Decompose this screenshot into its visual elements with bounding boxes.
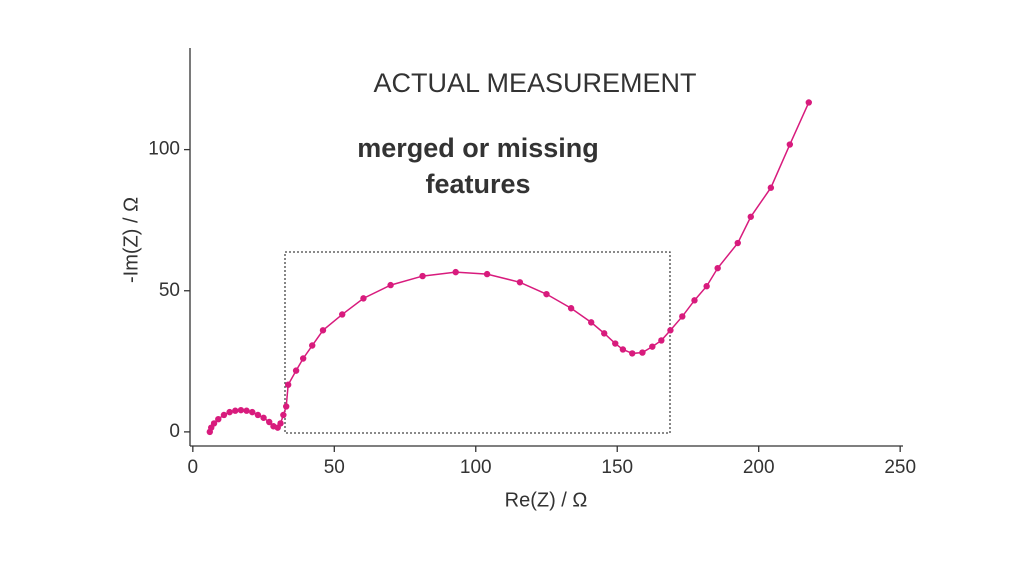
data-point [220, 411, 228, 419]
data-point [734, 239, 741, 247]
data-point [282, 403, 290, 410]
data-point [714, 264, 721, 272]
data-point [387, 281, 394, 289]
x-tick-label: 100 [460, 457, 492, 478]
data-point [215, 415, 222, 423]
data-point [619, 346, 627, 353]
data-point [805, 99, 812, 106]
data-point [658, 337, 665, 344]
data-point [266, 418, 273, 426]
x-axis-label: Re(Z) / Ω [505, 489, 588, 511]
data-point [232, 407, 239, 414]
data-point [319, 327, 327, 334]
data-point [299, 355, 307, 362]
data-point [339, 311, 346, 318]
data-point [786, 141, 794, 148]
data-point [277, 420, 284, 427]
data-point [567, 305, 575, 312]
data-point [639, 349, 646, 356]
x-tick-label: 150 [601, 457, 633, 478]
annotation: features [425, 169, 530, 199]
data-point [254, 411, 262, 419]
data-point [649, 343, 656, 350]
y-tick-label: 0 [169, 421, 180, 442]
data-point [703, 283, 710, 290]
data-point [588, 319, 595, 326]
annotation: merged or missing [357, 133, 599, 163]
data-point [452, 268, 459, 276]
y-tick-label: 100 [148, 139, 180, 160]
data-point [747, 213, 754, 220]
data-point [667, 327, 674, 334]
data-point [679, 313, 686, 320]
data-point [284, 381, 292, 388]
data-point [292, 367, 300, 374]
y-axis-label: -Im(Z) / Ω [120, 197, 142, 283]
data-point [543, 290, 550, 298]
data-point [601, 330, 608, 337]
highlight-box [284, 251, 671, 434]
y-tick-label: 50 [159, 280, 180, 301]
x-tick-label: 200 [743, 457, 775, 478]
data-point [237, 406, 245, 414]
data-point [516, 279, 524, 286]
data-point [629, 350, 636, 357]
chart-title: ACTUAL MEASUREMENT [373, 68, 696, 98]
data-point [249, 408, 256, 416]
data-point [767, 184, 775, 191]
plot-area [206, 99, 812, 436]
data-point [309, 342, 316, 349]
x-tick-label: 0 [188, 457, 199, 478]
data-point [226, 408, 233, 416]
data-point [260, 414, 267, 421]
data-point [210, 420, 218, 427]
data-point [280, 411, 287, 419]
data-point [612, 340, 619, 347]
x-tick-label: 250 [884, 457, 916, 478]
data-point [419, 272, 426, 280]
data-point [691, 297, 698, 304]
data-point [360, 295, 367, 302]
data-point [243, 407, 250, 414]
x-tick-label: 50 [324, 457, 345, 478]
data-point [483, 270, 491, 278]
